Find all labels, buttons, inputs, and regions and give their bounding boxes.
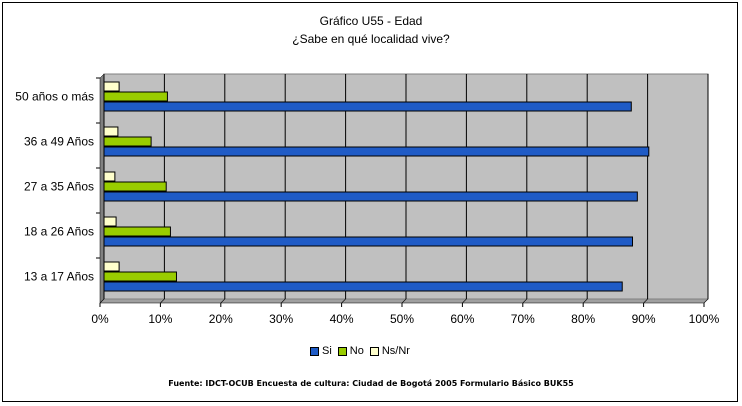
bar-si [103,236,633,247]
gridline-floor [462,298,467,304]
legend-swatch-nsnr [369,346,379,356]
gridline-floor [522,298,528,304]
bar-nsnr [103,126,119,137]
x-tick-label: 90% [632,312,656,326]
x-tick-label: 80% [571,312,595,326]
bar-nsnr [103,81,120,92]
legend: Si No Ns/Nr [310,345,410,357]
gridline-floor [582,298,588,304]
bar-si [103,101,632,112]
legend-swatch-si [310,346,319,356]
gridline-floor [99,298,105,304]
gridline-floor [401,298,407,304]
chart-title: Gráfico U55 - Edad [319,14,423,28]
y-tick-label: 36 a 49 Años [24,135,94,149]
gridline-floor [341,298,346,304]
bar-nsnr [103,216,117,227]
x-tick-label: 60% [450,312,474,326]
x-tick-label: 10% [148,312,172,326]
bar-no [103,271,177,282]
x-tick-label: 50% [390,312,414,326]
source-note: Fuente: IDCT-OCUB Encuesta de cultura: C… [168,379,574,388]
gridline-floor [160,298,165,304]
y-tick-label: 27 a 35 Años [24,180,94,194]
chart-subtitle: ¿Sabe en qué localidad vive? [292,32,450,46]
x-tick-label: 0% [91,312,109,326]
y-tick-label: 13 a 17 Años [24,270,94,284]
bar-si [103,281,623,292]
gridline-floor [280,298,286,304]
y-tick-label: 18 a 26 Años [24,225,94,239]
legend-item-nsnr: Ns/Nr [369,345,410,357]
y-tick-label: 50 años o más [15,90,94,104]
legend-label-nsnr: Ns/Nr [381,345,410,357]
gridline-floor [703,298,709,304]
x-tick-label: 100% [689,312,720,326]
bar-si [103,146,650,157]
legend-label-si: Si [322,345,332,357]
bar-no [103,226,171,237]
bar-no [103,136,152,147]
plot-side-wall [99,73,105,304]
bar-nsnr [103,261,120,272]
gridline-floor [643,298,648,304]
bar-no [103,91,168,102]
bar-nsnr [103,171,116,182]
legend-item-si: Si [310,345,332,357]
legend-label-no: No [349,345,364,357]
gridline-floor [220,298,226,304]
bar-no [103,181,167,192]
legend-swatch-no [337,346,347,356]
x-tick-label: 20% [209,312,233,326]
x-tick-label: 30% [269,312,293,326]
x-tick-label: 40% [330,312,354,326]
bar-si [103,191,638,202]
legend-item-no: No [337,345,364,357]
x-tick-label: 70% [511,312,535,326]
